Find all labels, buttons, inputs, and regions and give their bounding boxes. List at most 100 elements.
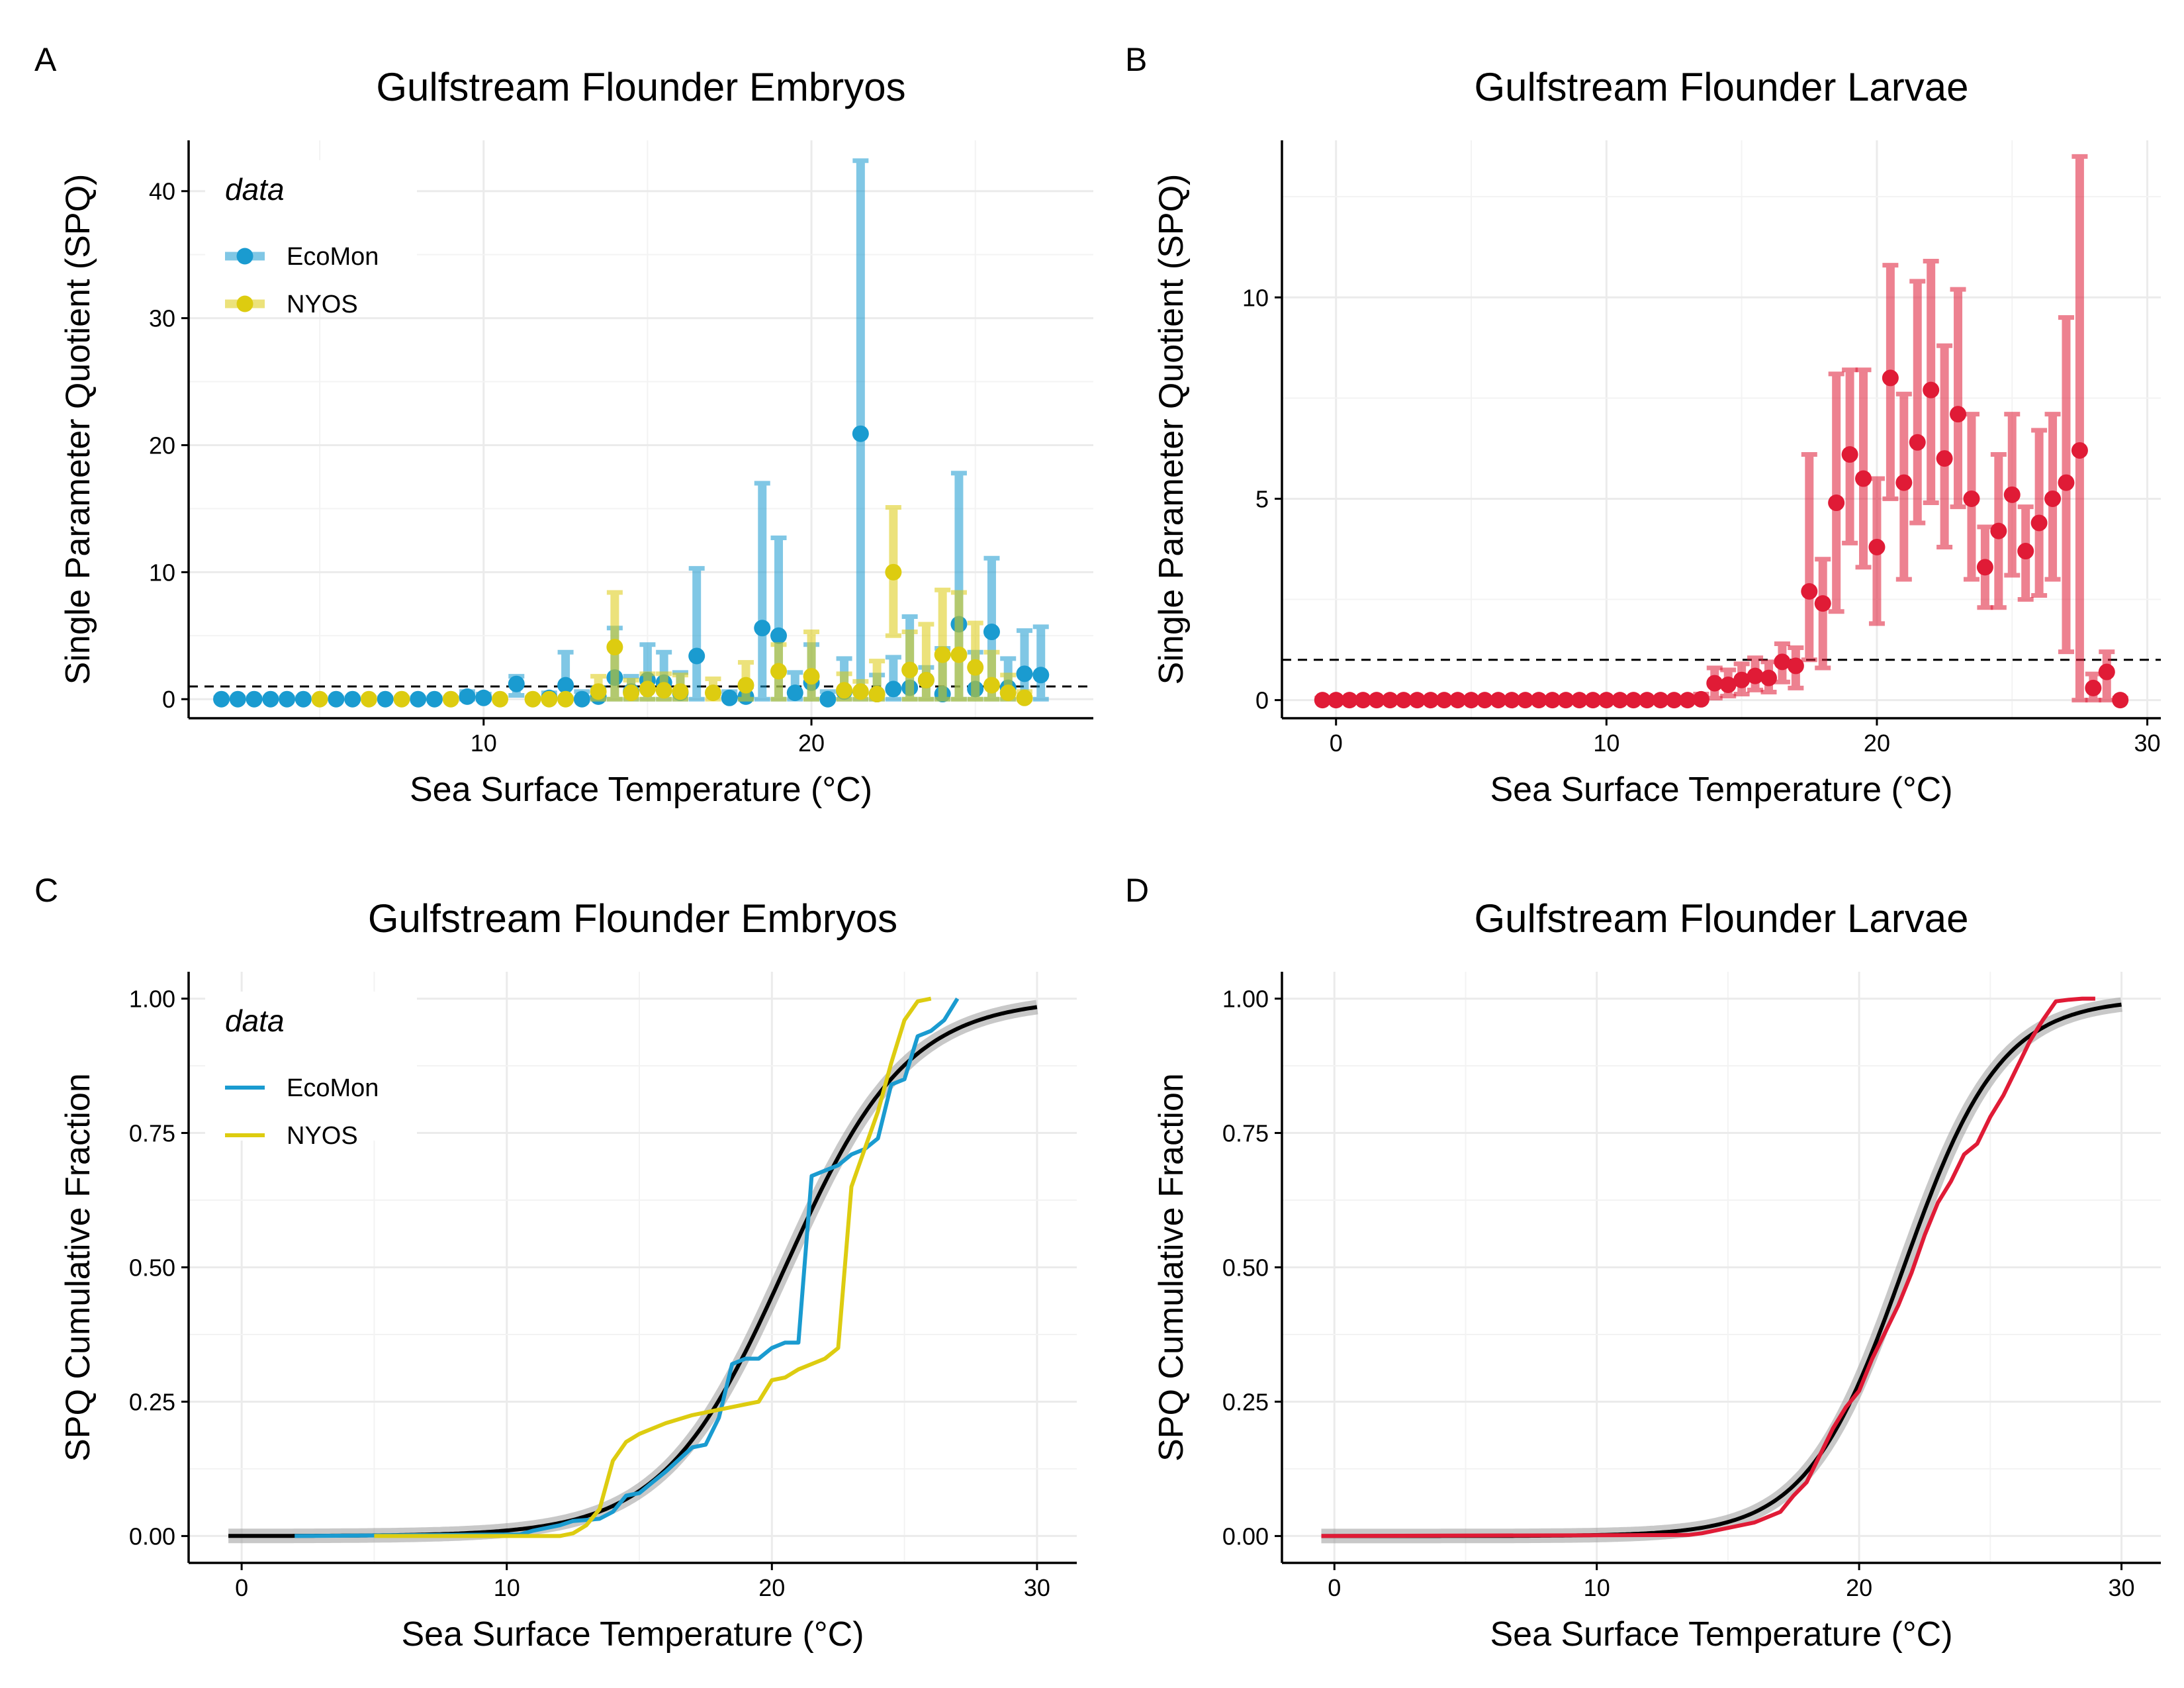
data-point (1814, 595, 1831, 612)
series-nyos (374, 996, 932, 1538)
data-point (295, 690, 312, 708)
x-axis-title: Sea Surface Temperature (°C) (410, 771, 872, 809)
error-bar (2031, 428, 2048, 598)
data-point (590, 683, 607, 700)
data-point (737, 677, 754, 694)
legend-key-point (236, 295, 253, 312)
data-point (1950, 406, 1967, 423)
y-tick-label: 20 (149, 432, 175, 459)
data-point (1639, 692, 1656, 709)
legend: data EcoMon NYOS (205, 992, 417, 1150)
data-point (573, 690, 590, 708)
data-point (623, 684, 640, 702)
y-tick-label: 0.25 (1222, 1388, 1269, 1415)
data-point (1449, 692, 1467, 709)
data-point (1598, 692, 1615, 709)
data-point (1909, 434, 1926, 451)
chart-title: Gulfstream Flounder Embryos (368, 896, 897, 941)
data-point (852, 425, 869, 442)
error-bar (1032, 624, 1049, 702)
data-point (770, 663, 788, 680)
error-bar (1016, 628, 1032, 702)
data-point (475, 689, 492, 706)
y-tick-label: 10 (1242, 284, 1269, 311)
legend-item-ecomon: EcoMon (225, 1074, 379, 1102)
data-point (1679, 692, 1696, 709)
data-point (492, 690, 509, 708)
data-point (1719, 677, 1737, 694)
data-point (1652, 692, 1669, 709)
x-tick-label: 0 (1330, 729, 1343, 757)
legend-label: EcoMon (287, 243, 379, 271)
data-point (1733, 671, 1751, 688)
y-axis-title: SPQ Cumulative Fraction (1152, 1073, 1191, 1462)
x-tick-label: 30 (2109, 1574, 2135, 1601)
panel-c: 0 10 20 30 0.00 0.25 0.50 0.75 1.00 C Gulfstream F… (34, 872, 1077, 1654)
data-point (836, 682, 853, 699)
data-point (426, 690, 443, 708)
series-larvae (1314, 154, 2129, 709)
data-point (1895, 474, 1913, 491)
data-point (1032, 667, 1050, 684)
data-point (1828, 494, 1845, 512)
legend-item-nyos: NYOS (225, 291, 358, 318)
data-point (1395, 692, 1412, 709)
error-bar (688, 566, 705, 702)
data-point (868, 686, 886, 703)
panel-tag: D (1125, 872, 1149, 909)
data-point (541, 690, 558, 708)
legend-item-nyos: NYOS (225, 1122, 358, 1150)
data-point (1706, 675, 1723, 692)
data-point (901, 661, 919, 679)
data-point (1747, 667, 1764, 684)
legend-title: data (225, 172, 285, 207)
data-point (852, 683, 869, 700)
legend-label: NYOS (287, 291, 358, 318)
series-nyos (311, 504, 1033, 708)
error-bar (1815, 557, 1831, 671)
panel-d: 0 10 20 30 0.00 0.25 0.50 0.75 1.00 D Gulfstream F… (1125, 872, 2161, 1654)
data-point (999, 684, 1017, 702)
data-point (360, 690, 377, 708)
data-point (328, 690, 345, 708)
x-tick-label: 30 (2134, 729, 2161, 757)
data-point (410, 690, 427, 708)
data-point (1381, 692, 1398, 709)
data-point (688, 647, 705, 665)
data-point (983, 624, 1000, 641)
y-tick-label: 40 (149, 178, 175, 205)
fit-curve (1321, 1002, 2122, 1538)
data-point (704, 684, 721, 702)
data-point (885, 680, 902, 698)
data-point (1557, 692, 1574, 709)
legend-item-ecomon: EcoMon (225, 243, 379, 271)
panel-a: 10 20 0 10 20 30 40 A Gulfstream Flounder Embryo… (34, 41, 1093, 809)
data-point (1625, 692, 1642, 709)
data-point (279, 690, 296, 708)
x-tick-label: 20 (1864, 729, 1890, 757)
data-point (786, 684, 803, 702)
data-point (2003, 486, 2021, 503)
y-tick-label: 0.00 (1222, 1523, 1269, 1550)
legend: data EcoMon NYOS (205, 160, 417, 318)
data-point (2058, 474, 2075, 491)
legend-title: data (225, 1004, 285, 1038)
data-point (606, 639, 623, 656)
x-tick-label: 10 (471, 729, 497, 757)
data-point (1801, 583, 1818, 600)
error-bar (1950, 287, 1966, 510)
data-point (819, 690, 837, 708)
y-tick-label: 0 (162, 686, 175, 713)
data-point (1408, 692, 1426, 709)
data-point (246, 690, 263, 708)
y-tick-label: 0.25 (129, 1388, 175, 1415)
data-point (655, 682, 672, 699)
panel-tag: B (1125, 41, 1147, 78)
data-point (377, 690, 394, 708)
y-tick-label: 0.50 (1222, 1254, 1269, 1282)
data-point (229, 690, 246, 708)
data-point (1584, 692, 1602, 709)
data-point (1422, 692, 1439, 709)
cumulative-line (1321, 996, 2095, 1538)
data-point (1774, 653, 1791, 671)
